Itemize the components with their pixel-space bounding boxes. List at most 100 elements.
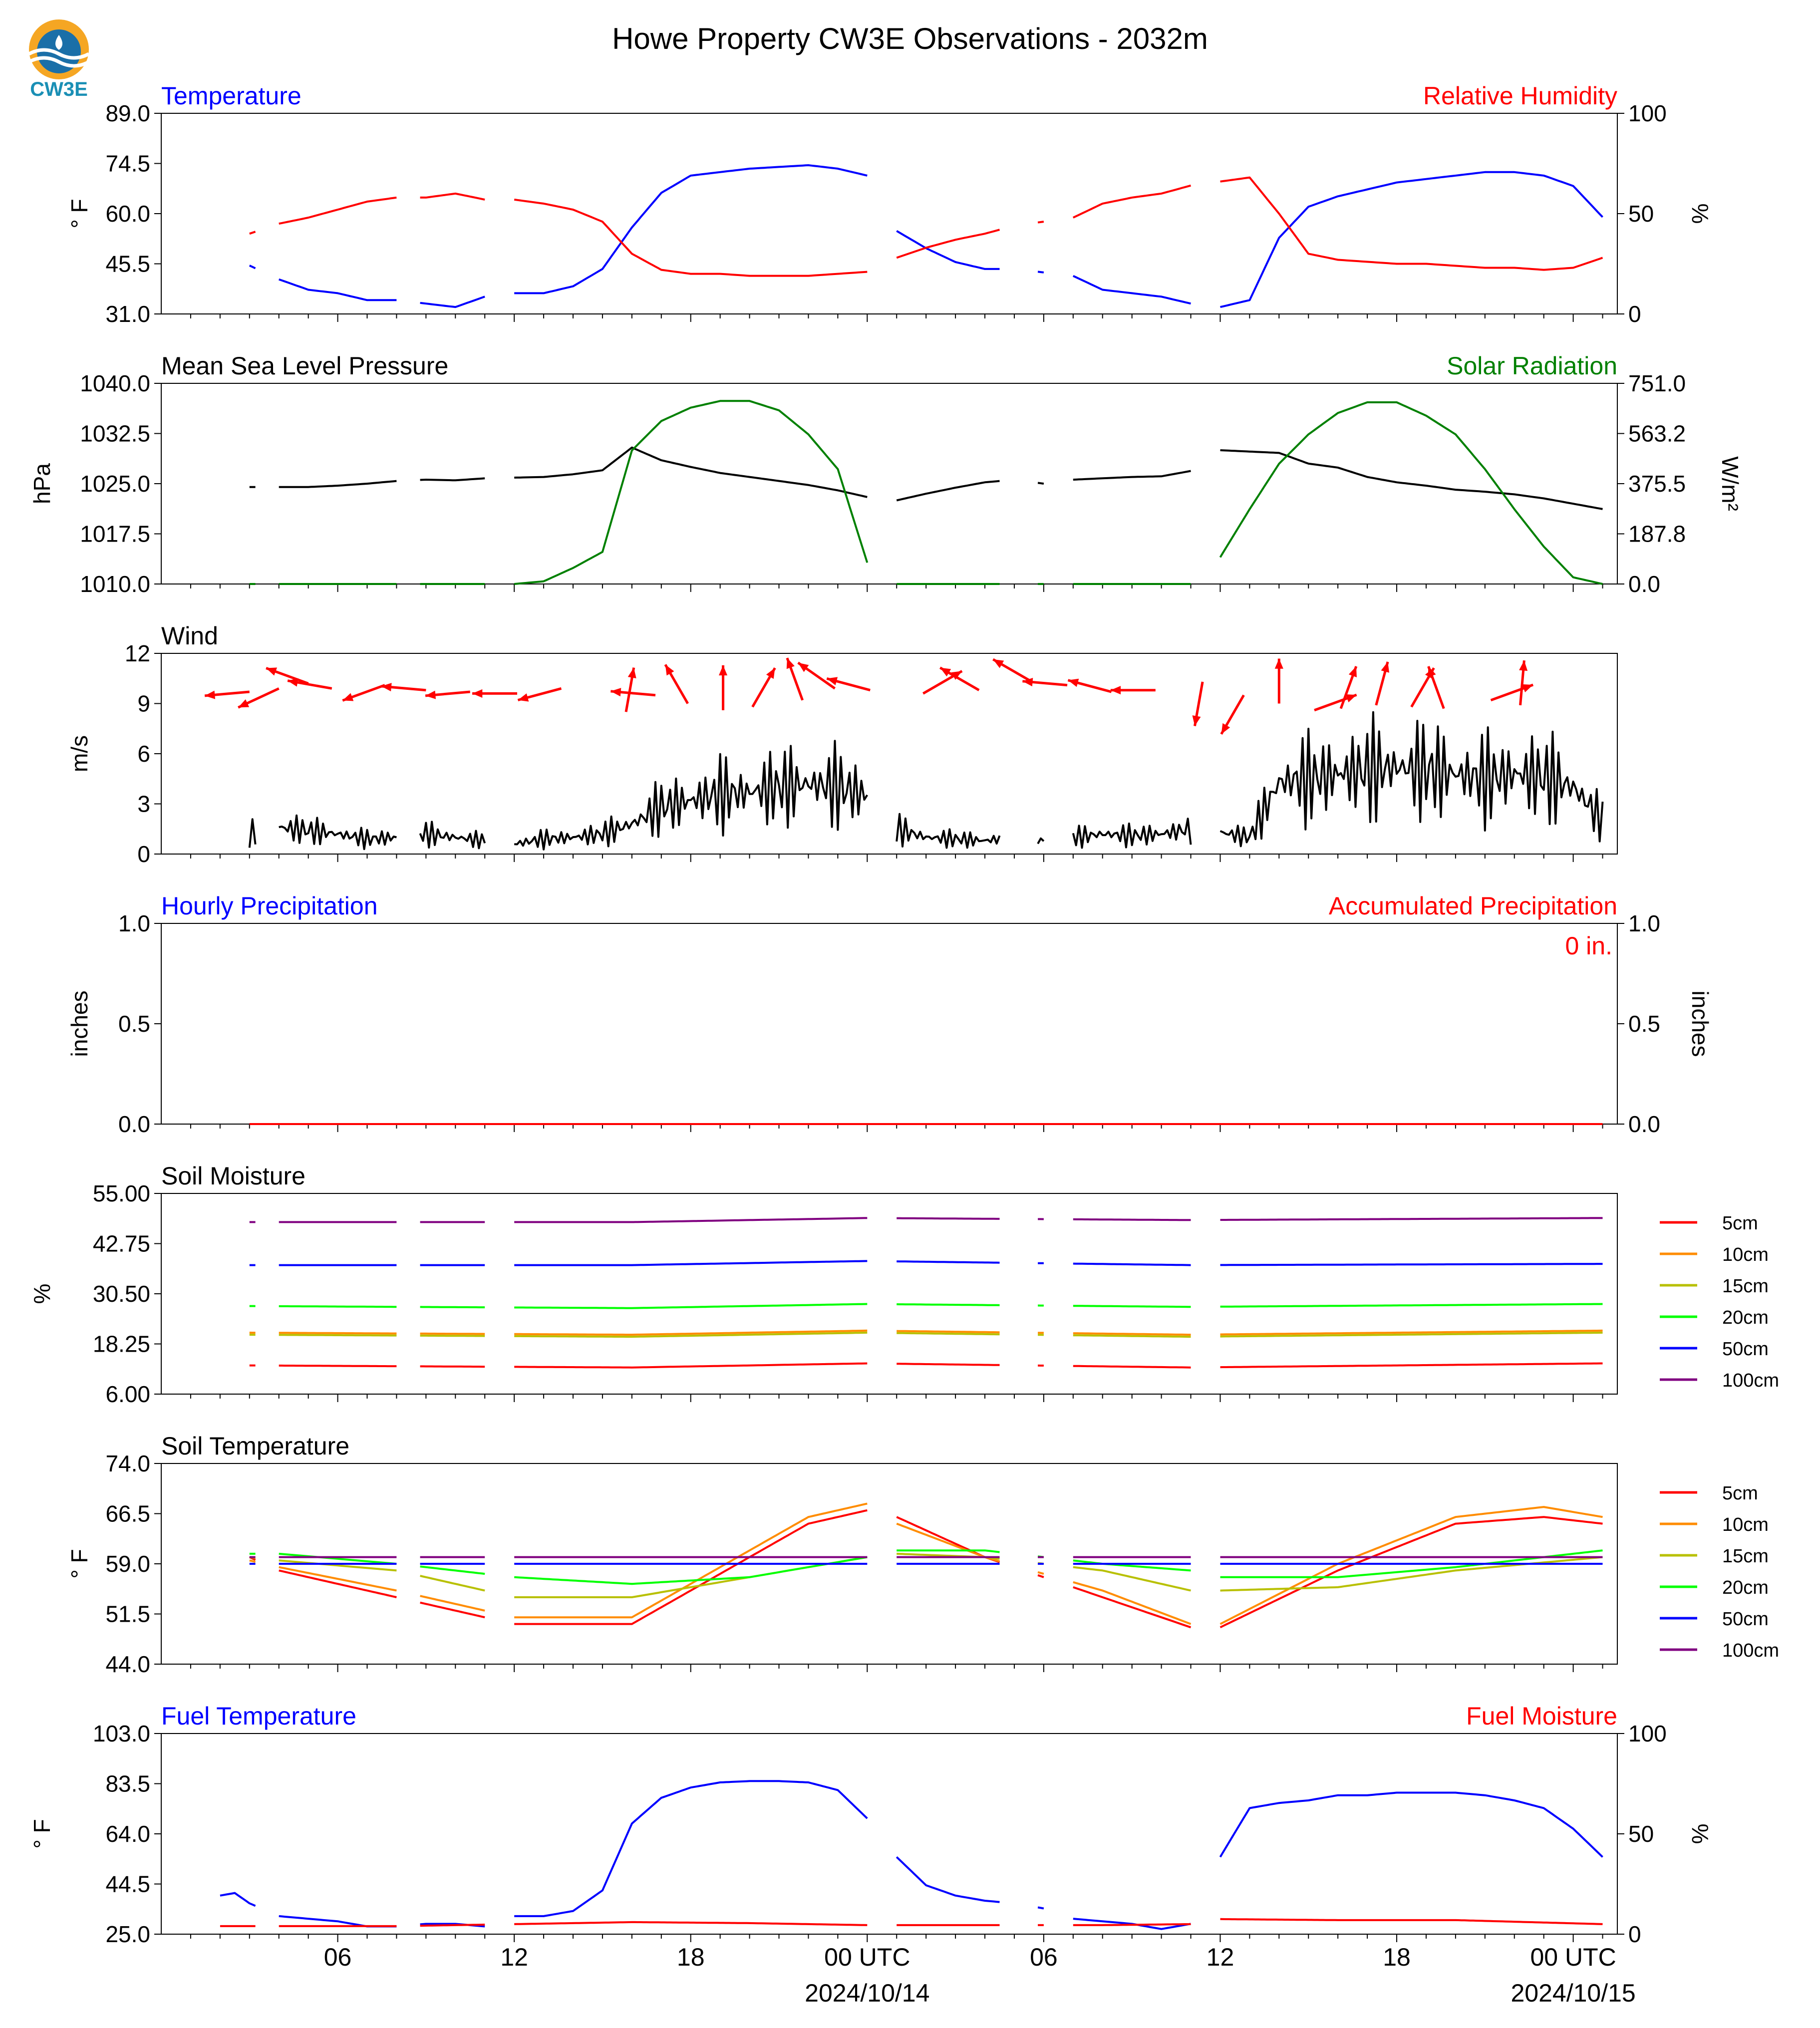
- y-tick-label-right: 50: [1628, 1821, 1654, 1847]
- figure-title: Howe Property CW3E Observations - 2032m: [612, 22, 1208, 55]
- x-tick-label: 18: [677, 1943, 705, 1971]
- y-tick-label: 1010.0: [80, 571, 150, 597]
- y-tick-label-right: 375.5: [1628, 471, 1686, 497]
- wind-arrow: [1220, 694, 1245, 735]
- wind-arrow: [1192, 681, 1204, 727]
- y-tick-label: 6.00: [105, 1381, 150, 1407]
- series-line-15cm: [249, 1552, 1603, 1598]
- series-line-solar-radiation: [249, 400, 1603, 585]
- y-tick-label: 44.5: [105, 1871, 150, 1897]
- plot-frame: [161, 383, 1618, 584]
- panel-title-left: Temperature: [161, 82, 302, 110]
- wind-arrow: [1427, 666, 1445, 709]
- y-tick-label: 44.0: [105, 1651, 150, 1677]
- wind-arrow: [1339, 666, 1358, 709]
- y-axis-label: ° F: [66, 1549, 92, 1578]
- y-tick-label: 89.0: [105, 100, 150, 126]
- legend-label: 5cm: [1722, 1483, 1758, 1504]
- x-tick-label: 06: [1030, 1943, 1058, 1971]
- panel-temp_rh: Temperature Relative Humidity 89.0 74.5 60.0…: [66, 82, 1713, 327]
- legend: 5cm 10cm 15cm 20cm 50cm 100cm: [1660, 1213, 1779, 1391]
- legend: 5cm 10cm 15cm 20cm 50cm 100cm: [1660, 1483, 1779, 1661]
- series-line-5cm: [249, 1509, 1603, 1629]
- wind-arrow: [1067, 678, 1112, 693]
- y-axis-label: ° F: [66, 199, 92, 228]
- wind-arrow: [992, 658, 1033, 683]
- legend-label: 15cm: [1722, 1276, 1769, 1297]
- y-axis-label: m/s: [66, 735, 92, 772]
- x-date-label: 2024/10/14: [805, 1979, 929, 2007]
- panel-pressure_solar: Mean Sea Level Pressure Solar Radiation 10…: [29, 352, 1743, 597]
- y-tick-label: 1032.5: [80, 421, 150, 447]
- wind-arrow: [266, 667, 309, 685]
- y-tick-label: 1025.0: [80, 471, 150, 497]
- logo-text: CW3E: [30, 78, 88, 100]
- series-line-wind: [248, 711, 1604, 851]
- panel-title-left: Wind: [161, 622, 218, 650]
- plot-frame: [161, 653, 1618, 855]
- panel-title-right: Fuel Moisture: [1466, 1702, 1617, 1730]
- y-tick-label: 45.5: [105, 251, 150, 277]
- series-line-15cm: [249, 1331, 1603, 1338]
- x-tick-label: 12: [500, 1943, 528, 1971]
- y-axis-label-right: W/m²: [1717, 456, 1743, 511]
- plot-frame: [161, 923, 1618, 1125]
- y-tick-label: 25.0: [105, 1921, 150, 1947]
- y-tick-label-right: 0: [1628, 1921, 1641, 1947]
- y-tick-label: 0.5: [118, 1011, 150, 1037]
- panel-title-left: Hourly Precipitation: [161, 892, 378, 920]
- legend-label: 100cm: [1722, 1370, 1779, 1391]
- x-tick-label: 00 UTC: [824, 1943, 910, 1971]
- panel-title-left: Soil Moisture: [161, 1162, 305, 1190]
- wind-arrow: [664, 664, 689, 704]
- panel-title-left: Fuel Temperature: [161, 1702, 356, 1730]
- legend-label: 15cm: [1722, 1546, 1769, 1567]
- y-tick-label-right: 0: [1628, 301, 1641, 327]
- panel-wind: Wind 12 9 6 3 0 m/s: [66, 622, 1618, 867]
- y-tick-label: 59.0: [105, 1551, 150, 1577]
- y-tick-label: 31.0: [105, 301, 150, 327]
- x-tick-label: 06: [324, 1943, 352, 1971]
- wind-arrow: [425, 690, 470, 699]
- x-tick-label: 00 UTC: [1530, 1943, 1616, 1971]
- wind-arrow: [786, 657, 804, 701]
- y-tick-label: 55.00: [93, 1180, 150, 1206]
- y-tick-label: 83.5: [105, 1771, 150, 1797]
- wind-arrow: [826, 677, 871, 692]
- legend-label: 50cm: [1722, 1609, 1769, 1630]
- wind-arrow: [381, 683, 426, 692]
- y-tick-label: 3: [137, 791, 150, 817]
- legend-label: 100cm: [1722, 1640, 1779, 1661]
- y-tick-label: 9: [137, 691, 150, 717]
- wind-arrow: [1274, 658, 1283, 704]
- wind-arrow: [238, 687, 280, 709]
- plot-frame: [161, 1193, 1618, 1395]
- wind-arrow: [472, 689, 518, 698]
- y-axis-label-right: %: [1687, 204, 1713, 224]
- y-tick-label-right: 563.2: [1628, 421, 1686, 447]
- y-tick-label: 30.50: [93, 1281, 150, 1307]
- x-date-label: 2024/10/15: [1511, 1979, 1635, 2007]
- y-axis-label: ° F: [29, 1819, 55, 1848]
- series-line-50cm: [249, 1260, 1603, 1266]
- panel-title-right: Accumulated Precipitation: [1329, 892, 1617, 920]
- wind-arrow: [922, 670, 963, 695]
- series-line-fuel-moisture: [220, 1918, 1603, 1927]
- panel-title-left: Soil Temperature: [161, 1432, 349, 1460]
- legend-label: 20cm: [1722, 1307, 1769, 1328]
- accumulation-annotation: 0 in.: [1565, 932, 1612, 960]
- wind-arrow: [204, 690, 250, 699]
- y-tick-label: 6: [137, 741, 150, 767]
- y-tick-label-right: 100: [1628, 1721, 1667, 1746]
- plot-frame: [161, 113, 1618, 314]
- series-line-10cm: [249, 1502, 1603, 1625]
- y-tick-label: 60.0: [105, 201, 150, 227]
- wind-arrow: [624, 667, 636, 712]
- y-tick-label: 74.5: [105, 151, 150, 177]
- legend-label: 5cm: [1722, 1213, 1758, 1234]
- y-tick-label: 1.0: [118, 910, 150, 936]
- series-line-10cm: [249, 1329, 1603, 1336]
- y-tick-label-right: 1.0: [1628, 910, 1660, 936]
- panel-title-left: Mean Sea Level Pressure: [161, 352, 448, 380]
- y-tick-label-right: 751.0: [1628, 370, 1686, 396]
